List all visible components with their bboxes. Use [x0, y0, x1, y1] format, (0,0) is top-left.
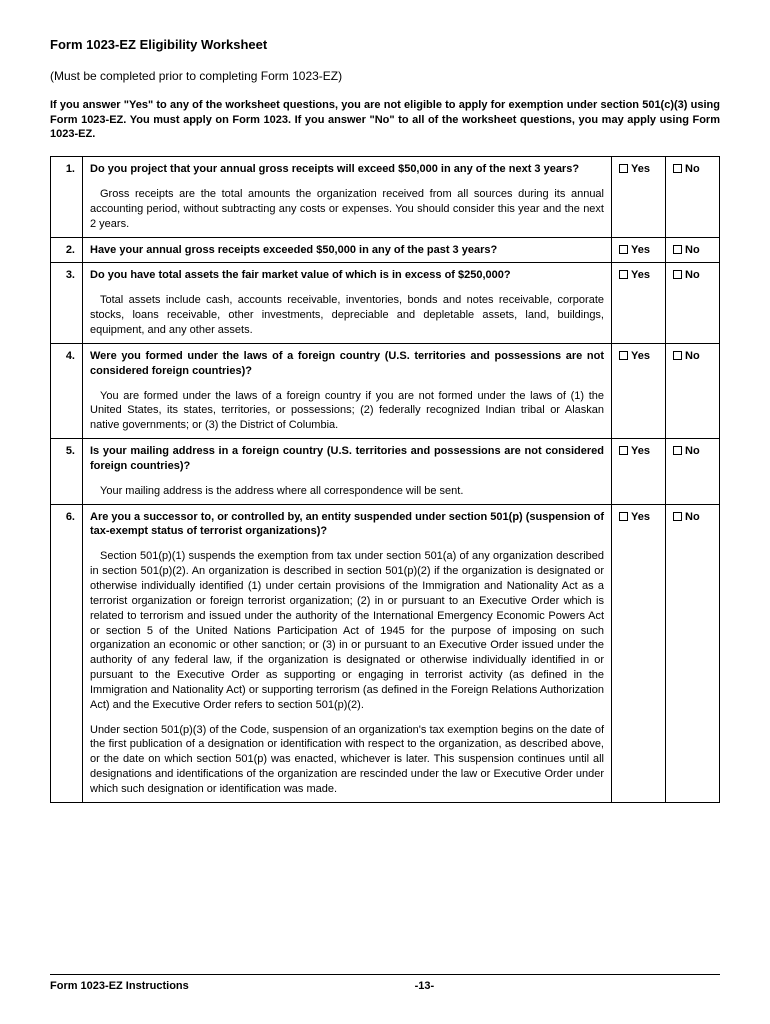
question-number: 2.: [51, 237, 83, 263]
table-row: 1. Do you project that your annual gross …: [51, 157, 720, 237]
yes-label: Yes: [631, 163, 650, 175]
no-checkbox[interactable]: [673, 245, 682, 254]
table-row: 4.Were you formed under the laws of a fo…: [51, 343, 720, 438]
question-number: 1.: [51, 157, 83, 237]
yes-checkbox[interactable]: [619, 351, 628, 360]
explanation-text: You are formed under the laws of a forei…: [90, 389, 604, 434]
instructions-text: If you answer "Yes" to any of the worksh…: [50, 98, 720, 143]
footer-page-number: -13-: [129, 979, 720, 994]
no-checkbox[interactable]: [673, 446, 682, 455]
page-footer: Form 1023-EZ Instructions -13-: [50, 974, 720, 994]
no-checkbox[interactable]: [673, 512, 682, 521]
question-text: Do you have total assets the fair market…: [90, 268, 604, 283]
yes-cell: Yes: [612, 157, 666, 237]
no-label: No: [685, 163, 700, 175]
eligibility-table: 1. Do you project that your annual gross …: [50, 156, 720, 803]
yes-checkbox[interactable]: [619, 245, 628, 254]
no-label: No: [685, 269, 700, 281]
no-cell: No: [666, 263, 720, 343]
page-subtitle: (Must be completed prior to completing F…: [50, 68, 720, 84]
question-text: Were you formed under the laws of a fore…: [90, 349, 604, 379]
no-label: No: [685, 350, 700, 362]
yes-cell: Yes: [612, 263, 666, 343]
no-checkbox[interactable]: [673, 270, 682, 279]
question-cell: Is your mailing address in a foreign cou…: [83, 439, 612, 505]
question-cell: Have your annual gross receipts exceeded…: [83, 237, 612, 263]
no-cell: No: [666, 439, 720, 505]
question-cell: Are you a successor to, or controlled by…: [83, 504, 612, 802]
yes-checkbox[interactable]: [619, 446, 628, 455]
yes-cell: Yes: [612, 439, 666, 505]
yes-label: Yes: [631, 244, 650, 256]
table-row: 5.Is your mailing address in a foreign c…: [51, 439, 720, 505]
no-cell: No: [666, 343, 720, 438]
explanation-text-2: Under section 501(p)(3) of the Code, sus…: [90, 723, 604, 797]
question-text: Is your mailing address in a foreign cou…: [90, 444, 604, 474]
no-label: No: [685, 244, 700, 256]
explanation-text: Your mailing address is the address wher…: [90, 484, 604, 499]
question-text: Are you a successor to, or controlled by…: [90, 510, 604, 540]
question-number: 3.: [51, 263, 83, 343]
yes-checkbox[interactable]: [619, 512, 628, 521]
yes-checkbox[interactable]: [619, 164, 628, 173]
question-text: Have your annual gross receipts exceeded…: [90, 243, 604, 258]
question-cell: Were you formed under the laws of a fore…: [83, 343, 612, 438]
question-text: Do you project that your annual gross re…: [90, 162, 604, 177]
no-cell: No: [666, 237, 720, 263]
question-cell: Do you have total assets the fair market…: [83, 263, 612, 343]
question-number: 5.: [51, 439, 83, 505]
question-number: 4.: [51, 343, 83, 438]
yes-cell: Yes: [612, 343, 666, 438]
no-checkbox[interactable]: [673, 164, 682, 173]
no-label: No: [685, 511, 700, 523]
yes-cell: Yes: [612, 237, 666, 263]
yes-label: Yes: [631, 445, 650, 457]
explanation-text: Total assets include cash, accounts rece…: [90, 293, 604, 338]
yes-label: Yes: [631, 511, 650, 523]
yes-checkbox[interactable]: [619, 270, 628, 279]
page-title: Form 1023-EZ Eligibility Worksheet: [50, 36, 720, 54]
explanation-text: Gross receipts are the total amounts the…: [90, 187, 604, 232]
yes-label: Yes: [631, 269, 650, 281]
no-cell: No: [666, 504, 720, 802]
explanation-text: Section 501(p)(1) suspends the exemption…: [90, 549, 604, 712]
table-row: 3. Do you have total assets the fair mark…: [51, 263, 720, 343]
question-cell: Do you project that your annual gross re…: [83, 157, 612, 237]
no-checkbox[interactable]: [673, 351, 682, 360]
no-cell: No: [666, 157, 720, 237]
yes-label: Yes: [631, 350, 650, 362]
table-row: 2. Have your annual gross receipts exceed…: [51, 237, 720, 263]
question-number: 6.: [51, 504, 83, 802]
table-row: 6.Are you a successor to, or controlled …: [51, 504, 720, 802]
yes-cell: Yes: [612, 504, 666, 802]
no-label: No: [685, 445, 700, 457]
